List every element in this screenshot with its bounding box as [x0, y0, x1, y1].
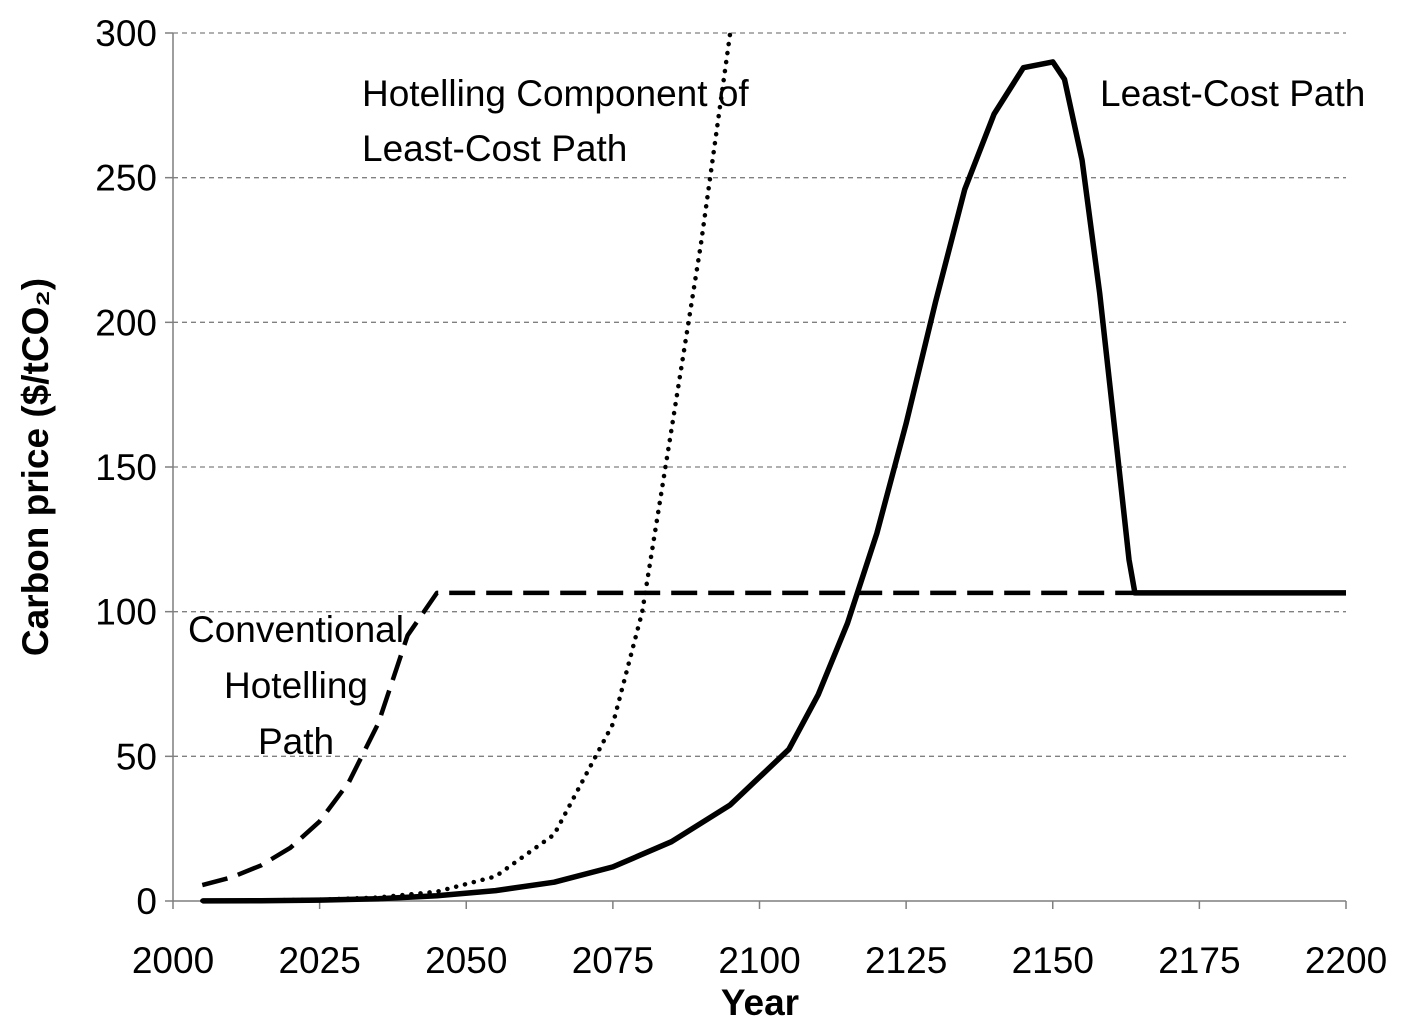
annotation-conventional-line1: Conventional [188, 609, 404, 650]
annotation-hotelling-component-line1: Hotelling Component of [362, 73, 749, 114]
x-tick-label: 2075 [572, 940, 654, 981]
y-tick-label: 200 [95, 302, 157, 343]
gridlines [173, 32, 1346, 757]
x-tick-label: 2150 [1012, 940, 1094, 981]
y-tick-label: 0 [136, 881, 157, 922]
annotation-hotelling-component-line2: Least-Cost Path [362, 128, 627, 169]
y-tick-label: 300 [95, 13, 157, 54]
y-tick-label: 50 [116, 736, 157, 777]
x-tick-label: 2175 [1158, 940, 1240, 981]
annotation-conventional-line3: Path [258, 721, 334, 762]
annotation-least-cost-path: Least-Cost Path [1100, 73, 1365, 114]
annotation-conventional-line2: Hotelling [224, 665, 368, 706]
series-conventional-hotelling-path [201, 590, 1346, 888]
series-least-cost-path [202, 59, 1346, 904]
x-tick-label: 2200 [1305, 940, 1387, 981]
x-tick-label: 2000 [132, 940, 214, 981]
y-tick-label: 100 [95, 592, 157, 633]
x-tick-label: 2125 [865, 940, 947, 981]
x-tick-label: 2100 [718, 940, 800, 981]
y-tick-label: 150 [95, 447, 157, 488]
x-tick-labels: 2000 2025 2050 2075 2100 2125 2150 2175 2200 [132, 901, 1387, 981]
x-tick-label: 2025 [278, 940, 360, 981]
y-tick-label: 250 [95, 158, 157, 199]
series-lines [200, 30, 1346, 904]
y-axis-title: Carbon price ($/tCO₂) [15, 278, 56, 656]
y-tick-labels: 0 50 100 150 200 250 300 [95, 13, 173, 922]
x-tick-label: 2050 [425, 940, 507, 981]
x-axis-title: Year [721, 982, 799, 1023]
